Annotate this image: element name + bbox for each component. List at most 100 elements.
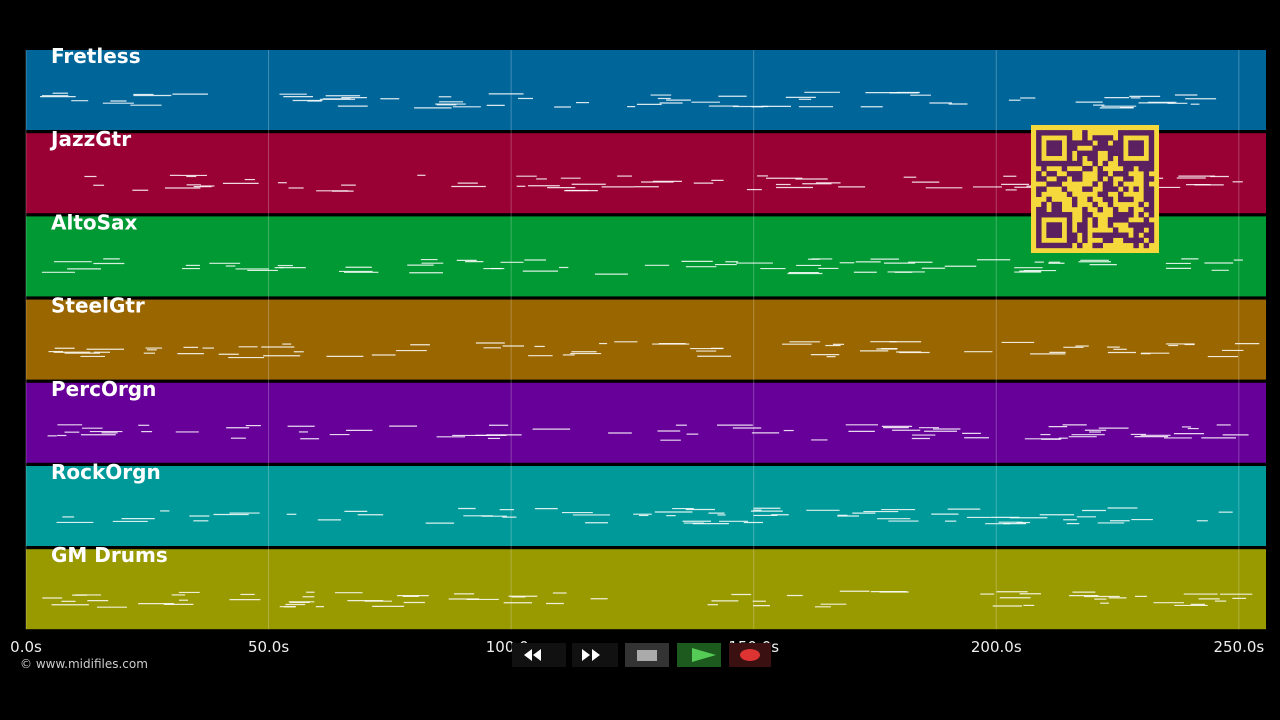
qr-cell	[1097, 206, 1103, 213]
qr-cell	[1082, 186, 1088, 192]
qr-cell	[1128, 237, 1134, 244]
qr-cell	[1066, 171, 1073, 177]
qr-cell	[1066, 232, 1073, 238]
track-name: SteelGtr	[51, 294, 145, 318]
qr-cell	[1077, 140, 1083, 146]
track-panel	[26, 549, 1266, 630]
qr-cell	[1107, 232, 1114, 238]
overlay: Fretless JazzGtr AltoSax SteelGtr PercOrgn Ro…	[10, 44, 1264, 656]
qr-cell	[1077, 171, 1083, 177]
qr-cell	[1148, 140, 1155, 146]
qr-cell	[1066, 150, 1073, 157]
qr-cell	[1118, 171, 1124, 177]
qr-cell	[1056, 181, 1063, 187]
qr-cell	[1082, 150, 1088, 157]
qr-cell	[1056, 206, 1063, 213]
qr-cell	[1056, 232, 1063, 238]
qr-cell	[1123, 237, 1129, 244]
qr-cell	[1082, 135, 1088, 141]
qr-cell	[1051, 171, 1057, 177]
qr-cell	[1036, 160, 1042, 167]
qr-cell	[1071, 171, 1078, 177]
qr-cell	[1056, 140, 1063, 146]
qr-cell	[1056, 145, 1063, 151]
qr-cell	[1118, 212, 1124, 218]
qr-cell	[1071, 160, 1078, 167]
qr-cell	[1107, 135, 1114, 141]
qr-cell	[1138, 227, 1144, 233]
qr-cell	[1046, 232, 1052, 238]
qr-cell	[1133, 186, 1139, 192]
qr-cell	[1128, 176, 1134, 182]
track-name: GM Drums	[51, 543, 168, 567]
qr-cell	[1036, 242, 1042, 249]
qr-cell	[1046, 171, 1052, 177]
qr-cell	[1128, 222, 1134, 228]
qr-cell	[1143, 130, 1150, 136]
qr-cell	[1148, 206, 1155, 213]
qr-cell	[1071, 140, 1078, 146]
qr-cell	[1138, 165, 1144, 172]
qr-cell	[1097, 232, 1103, 238]
qr-cell	[1036, 186, 1042, 192]
qr-cell	[1138, 222, 1144, 228]
qr-cell	[1087, 140, 1093, 146]
qr-cell	[1102, 181, 1109, 187]
qr-cell	[1138, 150, 1144, 157]
qr-cell	[1082, 206, 1088, 213]
qr-cell	[1041, 165, 1047, 172]
qr-cell	[1112, 186, 1119, 192]
qr-cell	[1102, 237, 1109, 244]
qr-cell	[1118, 191, 1124, 197]
qr-cell	[1128, 150, 1134, 157]
qr-cell	[1133, 145, 1139, 151]
qr-cell	[1046, 212, 1052, 218]
qr-cell	[1133, 237, 1139, 244]
qr-cell	[1112, 171, 1119, 177]
qr-cell	[1102, 135, 1109, 141]
qr-cell	[1097, 145, 1103, 151]
qr-cell	[1046, 196, 1052, 203]
qr-cell	[1066, 140, 1073, 146]
qr-cell	[1123, 186, 1129, 192]
qr-cell	[1087, 212, 1093, 218]
qr-cell	[1061, 176, 1068, 182]
play-icon	[692, 648, 716, 662]
qr-cell	[1082, 212, 1088, 218]
qr-cell	[1143, 191, 1150, 197]
qr-cell	[1071, 145, 1078, 151]
qr-cell	[1112, 150, 1119, 157]
qr-cell	[1128, 206, 1134, 213]
qr-cell	[1066, 160, 1073, 167]
qr-cell	[1082, 140, 1088, 146]
qr-cell	[1041, 201, 1047, 208]
qr-cell	[1066, 217, 1073, 223]
qr-cell	[1046, 130, 1052, 136]
qr-cell	[1092, 217, 1098, 223]
qr-cell	[1066, 242, 1073, 249]
qr-cell	[1148, 227, 1155, 233]
qr-cell	[1128, 140, 1134, 146]
qr-cell	[1112, 206, 1119, 213]
qr-cell	[1071, 176, 1078, 182]
qr-cell	[1123, 212, 1129, 218]
qr-cell	[1107, 196, 1114, 203]
qr-cell	[1112, 232, 1119, 238]
qr-cell	[1082, 217, 1088, 223]
qr-cell	[1148, 237, 1155, 244]
qr-cell	[1133, 160, 1139, 167]
qr-cell	[1071, 237, 1078, 244]
qr-cell	[1051, 227, 1057, 233]
qr-cell	[1046, 150, 1052, 157]
qr-cell	[1082, 165, 1088, 172]
qr-cell	[1143, 181, 1150, 187]
qr-cell	[1128, 165, 1134, 172]
qr-cell	[1092, 201, 1098, 208]
qr-cell	[1061, 186, 1068, 192]
qr-cell	[1097, 191, 1103, 197]
qr-cell	[1092, 160, 1098, 167]
qr-cell	[1051, 145, 1057, 151]
track-name: RockOrgn	[51, 460, 161, 484]
qr-cell	[1107, 201, 1114, 208]
